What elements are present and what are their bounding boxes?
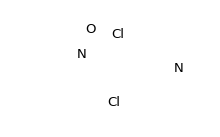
Text: N: N [76,48,86,61]
Text: Cl: Cl [107,96,120,109]
Text: N: N [174,62,184,75]
Text: O: O [85,23,95,36]
Text: Cl: Cl [111,28,124,41]
